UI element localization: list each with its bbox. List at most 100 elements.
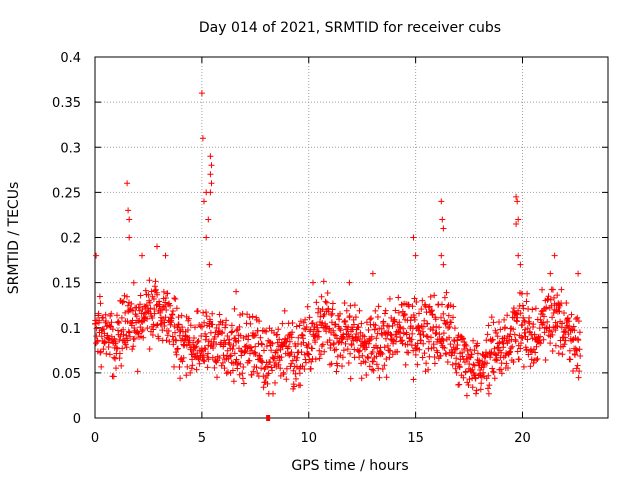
- data-point: [316, 347, 323, 354]
- data-point: [176, 332, 183, 339]
- data-point: [187, 369, 194, 376]
- data-point: [547, 296, 554, 303]
- data-point: [369, 349, 376, 355]
- data-point: [485, 322, 492, 329]
- data-point: [135, 330, 142, 337]
- data-point: [113, 344, 120, 351]
- data-point: [202, 346, 209, 353]
- data-point: [277, 365, 284, 372]
- data-point: [240, 364, 247, 370]
- data-point: [515, 252, 522, 259]
- data-point: [539, 286, 545, 293]
- data-point: [316, 333, 322, 340]
- y-tick-label: 0.15: [52, 277, 81, 292]
- data-point: [512, 338, 519, 345]
- data-point: [154, 243, 160, 250]
- data-point: [412, 252, 419, 259]
- data-point: [166, 338, 173, 345]
- data-point: [288, 334, 295, 341]
- data-point: [571, 327, 578, 334]
- data-point: [387, 347, 394, 354]
- data-point: [339, 354, 346, 361]
- data-point: [94, 337, 101, 344]
- data-point: [410, 376, 417, 383]
- data-point: [317, 313, 324, 320]
- data-point: [484, 360, 490, 367]
- data-point: [473, 390, 479, 397]
- data-point: [314, 324, 321, 331]
- data-point: [184, 327, 191, 333]
- data-point: [405, 349, 412, 356]
- data-point: [346, 333, 353, 340]
- data-point: [110, 373, 117, 380]
- data-point: [485, 372, 492, 379]
- data-point: [312, 356, 319, 363]
- data-point: [122, 309, 129, 316]
- data-point: [216, 355, 223, 361]
- data-point: [473, 343, 480, 350]
- data-point: [156, 301, 163, 308]
- data-point: [221, 365, 228, 372]
- data-point: [172, 296, 179, 302]
- data-point: [510, 359, 517, 365]
- data-point: [439, 301, 445, 308]
- data-point: [519, 321, 526, 328]
- data-point: [258, 340, 265, 347]
- data-point: [559, 320, 566, 327]
- y-axis-label: SRMTID / TECUs: [6, 182, 22, 295]
- data-point: [222, 324, 229, 331]
- data-point: [187, 322, 194, 329]
- data-point: [416, 346, 423, 353]
- data-point: [263, 343, 270, 350]
- data-point: [522, 326, 529, 333]
- data-point: [219, 319, 226, 326]
- data-point: [258, 365, 265, 372]
- data-point: [511, 331, 518, 338]
- data-point: [297, 382, 304, 389]
- data-point: [95, 310, 102, 317]
- data-point: [271, 355, 278, 362]
- data-point: [577, 353, 584, 359]
- data-point: [365, 355, 372, 362]
- data-point: [173, 351, 180, 358]
- data-point: [128, 300, 135, 307]
- data-point: [129, 346, 136, 353]
- data-point: [466, 361, 473, 367]
- data-point: [352, 314, 359, 321]
- data-point: [122, 341, 129, 348]
- data-point: [409, 330, 416, 337]
- data-point: [289, 329, 296, 336]
- data-point: [200, 357, 207, 364]
- data-point: [382, 307, 389, 314]
- y-tick-label: 0.05: [52, 367, 81, 382]
- data-point: [154, 291, 161, 298]
- data-point: [494, 333, 501, 340]
- data-point: [562, 337, 569, 344]
- data-point: [574, 314, 581, 321]
- data-point: [175, 321, 182, 328]
- data-point: [395, 294, 402, 301]
- data-point: [297, 318, 304, 325]
- data-point: [412, 351, 419, 358]
- data-point: [183, 372, 190, 379]
- data-point: [543, 304, 550, 311]
- data-point: [413, 299, 420, 305]
- data-point: [507, 348, 513, 355]
- data-point: [389, 322, 396, 329]
- data-point: [411, 314, 418, 321]
- data-point: [462, 359, 468, 366]
- data-point: [437, 352, 444, 359]
- data-point: [550, 286, 556, 293]
- data-point: [530, 360, 537, 366]
- data-point: [137, 301, 143, 308]
- data-point: [135, 304, 142, 311]
- data-point: [291, 353, 298, 360]
- data-point: [114, 319, 121, 326]
- data-point: [517, 310, 524, 317]
- data-point: [175, 314, 182, 321]
- data-point: [491, 375, 498, 382]
- data-point: [330, 327, 337, 334]
- data-point: [503, 360, 510, 367]
- data-point: [450, 303, 457, 310]
- data-point: [171, 295, 178, 302]
